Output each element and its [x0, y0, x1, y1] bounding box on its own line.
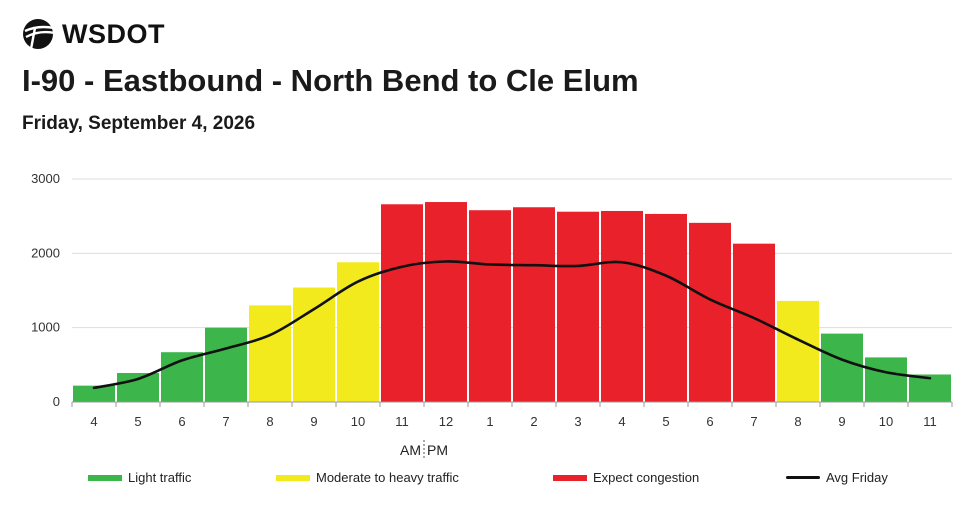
bar: [117, 373, 159, 402]
bar: [381, 204, 423, 402]
bar: [205, 327, 247, 402]
chart-legend: Light traffic Moderate to heavy traffic …: [0, 470, 980, 490]
x-tick-label: 8: [794, 414, 801, 429]
avg-friday-line: [92, 260, 932, 390]
x-tick-label: 9: [838, 414, 845, 429]
legend-label-avg: Avg Friday: [826, 470, 888, 485]
x-tick-label: 6: [706, 414, 713, 429]
x-tick-label: 7: [750, 414, 757, 429]
bar: [865, 357, 907, 402]
y-tick-label: 1000: [31, 320, 60, 335]
x-tick-label: 10: [879, 414, 893, 429]
x-tick-label: 9: [310, 414, 317, 429]
x-tick-label: 3: [574, 414, 581, 429]
wsdot-logo-icon: [23, 19, 56, 50]
bar: [601, 210, 643, 402]
bar: [557, 211, 599, 402]
legend-label-light: Light traffic: [128, 470, 192, 485]
bar: [645, 213, 687, 402]
brand-logo: WSDOT: [22, 18, 165, 50]
x-tick-label: 4: [618, 414, 625, 429]
bar: [293, 287, 335, 402]
legend-swatch-light: [88, 474, 122, 481]
bar: [337, 262, 379, 402]
bar: [777, 300, 819, 402]
bar: [469, 210, 511, 402]
bar: [73, 385, 115, 402]
x-tick-label: 11: [923, 414, 937, 429]
x-tick-label: 2: [530, 414, 537, 429]
bar: [513, 207, 555, 402]
am-label: AM: [400, 442, 421, 458]
bar: [689, 222, 731, 402]
bar: [821, 333, 863, 402]
x-tick-label: 10: [351, 414, 365, 429]
brand-name: WSDOT: [62, 18, 165, 49]
x-tick-label: 6: [178, 414, 185, 429]
x-tick-label: 8: [266, 414, 273, 429]
legend-swatch-moderate: [276, 474, 310, 481]
y-tick-label: 2000: [31, 245, 60, 260]
x-tick-label: 12: [439, 414, 453, 429]
x-tick-label: 1: [486, 414, 493, 429]
legend-swatch-congestion: [553, 474, 587, 481]
y-tick-label: 0: [53, 394, 60, 409]
pm-label: PM: [427, 442, 448, 458]
legend-label-moderate: Moderate to heavy traffic: [316, 470, 459, 485]
legend-label-congestion: Expect congestion: [593, 470, 700, 485]
legend-item-light: Light traffic: [88, 470, 191, 485]
bar: [733, 243, 775, 402]
x-tick-label: 5: [134, 414, 141, 429]
bar: [425, 202, 467, 402]
legend-item-congestion: Expect congestion: [553, 470, 699, 485]
x-tick-label: 5: [662, 414, 669, 429]
x-tick-label: 7: [222, 414, 229, 429]
bar: [249, 305, 291, 402]
page-title: I-90 - Eastbound - North Bend to Cle Elu…: [22, 63, 639, 98]
legend-item-avg: Avg Friday: [786, 470, 888, 485]
x-tick-label: 11: [395, 414, 409, 429]
page-subtitle: Friday, September 4, 2026: [22, 113, 256, 134]
legend-swatch-avg: [786, 476, 820, 479]
y-tick-label: 3000: [31, 171, 60, 186]
legend-item-moderate: Moderate to heavy traffic: [276, 470, 459, 485]
x-tick-label: 4: [90, 414, 97, 429]
